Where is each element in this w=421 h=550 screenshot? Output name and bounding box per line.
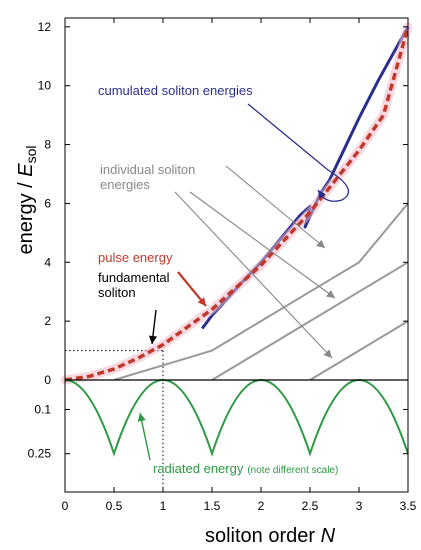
arrow-cumulated bbox=[247, 103, 350, 202]
arrow-pulse-head bbox=[197, 297, 206, 306]
y-tick-label: 8 bbox=[44, 138, 51, 152]
arrow-individual-3 bbox=[174, 191, 333, 359]
plot-frame bbox=[64, 17, 409, 493]
x-tick-label: 2.5 bbox=[302, 499, 319, 513]
arrow-radiated-head bbox=[137, 413, 146, 422]
arrow-individual-2 bbox=[189, 191, 336, 299]
arrow-individual-1 bbox=[225, 165, 326, 249]
x-tick-label: 1 bbox=[160, 499, 167, 513]
y-tick-label: 2 bbox=[44, 314, 51, 328]
arrow-individual-3-head bbox=[323, 349, 332, 358]
label-fundamental-line2: soliton bbox=[98, 285, 136, 300]
x-tick-label: 0 bbox=[62, 499, 69, 513]
arrow-individual-2-head bbox=[326, 290, 335, 298]
x-tick-label: 3 bbox=[356, 499, 363, 513]
label-individual-line1: individual soliton bbox=[100, 162, 195, 177]
y-axis-title: energy / Esol bbox=[15, 145, 39, 254]
x-tick-label: 2 bbox=[258, 499, 265, 513]
series-line-cumulated bbox=[200, 26, 410, 330]
label-cumulated: cumulated soliton energies bbox=[98, 83, 253, 98]
series-line-pulse bbox=[64, 26, 410, 382]
y-tick-label-bottom: 0.25 bbox=[28, 447, 52, 461]
label-individual-line2: energies bbox=[100, 177, 150, 192]
label-radiated: radiated energy (note different scale) bbox=[153, 461, 338, 476]
arrow-fundamental-head bbox=[148, 335, 157, 344]
y-tick-label: 4 bbox=[44, 255, 51, 269]
series-line-individual_1 bbox=[113, 202, 409, 381]
arrow-individual-1-head bbox=[316, 239, 325, 248]
series-glow-pulse bbox=[60, 22, 413, 385]
y-tick-label: 10 bbox=[38, 79, 52, 93]
y-tick-label: 12 bbox=[38, 20, 52, 34]
y-tick-label: 6 bbox=[44, 196, 51, 210]
series-line-individual_3 bbox=[309, 320, 409, 381]
label-fundamental-line1: fundamental bbox=[98, 270, 170, 285]
label-pulse: pulse energy bbox=[98, 250, 173, 265]
x-tick-label: 0.5 bbox=[106, 499, 123, 513]
x-tick-label: 3.5 bbox=[400, 499, 417, 513]
x-tick-label: 1.5 bbox=[204, 499, 221, 513]
label-fundamental: fundamental soliton bbox=[98, 270, 173, 300]
y-tick-label-bottom: 0.1 bbox=[34, 402, 51, 416]
series-line-individual_2 bbox=[211, 261, 409, 381]
y-tick-label: 0 bbox=[44, 373, 51, 387]
label-individual: individual soliton energies bbox=[100, 162, 199, 192]
series-line-radiated bbox=[64, 378, 409, 457]
x-axis-title: soliton order N bbox=[205, 525, 336, 547]
arrow-cumulated-head bbox=[318, 190, 326, 199]
